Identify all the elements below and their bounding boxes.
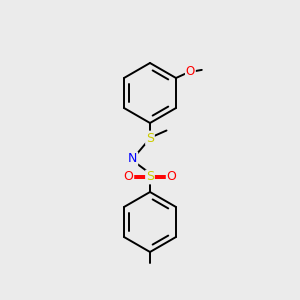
Text: O: O [186,65,195,78]
Text: N: N [128,152,137,166]
Text: O: O [124,170,133,184]
Text: S: S [146,170,154,184]
Text: S: S [146,131,154,145]
Text: O: O [167,170,176,184]
